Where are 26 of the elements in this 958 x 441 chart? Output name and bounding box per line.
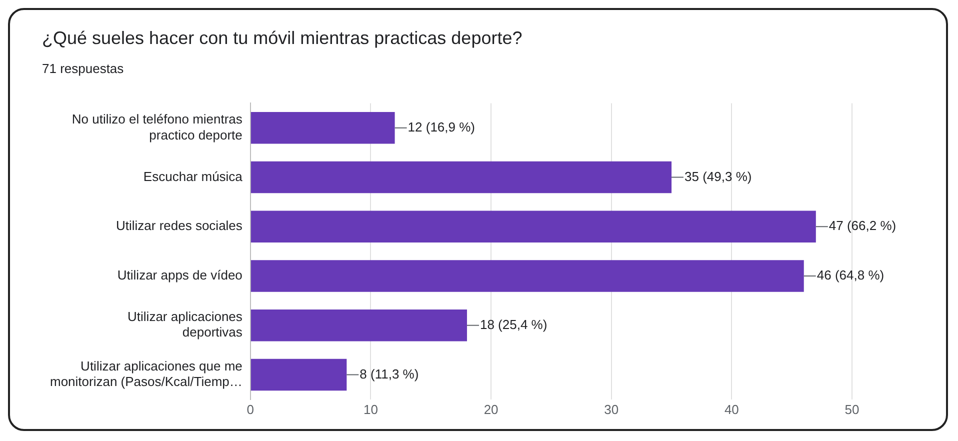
x-tick-label: 30 [604,402,619,417]
bar [250,210,816,243]
bar [250,260,804,292]
x-tick-label: 50 [844,402,860,417]
data-label: 12 (16,9 %) [408,119,475,134]
y-tick-label: No utilizo el teléfono mientras practico deporte [72,112,243,142]
y-tick-label: Utilizar apps de vídeo [117,268,242,283]
x-tick-label: 40 [724,402,739,417]
bar [250,112,395,144]
data-label: 46 (64,8 %) [816,268,884,283]
y-tick-label: Utilizar aplicaciones deportivas [128,309,243,340]
y-tick-label: Utilizar aplicaciones que me monitorizan (Pasos/Kcal/Tiemp… [50,358,242,390]
bar [250,358,347,391]
data-label: 18 (25,4 %) [480,316,548,332]
x-tick-label: 0 [246,402,254,417]
data-label: 8 (11,3 %) [360,366,419,382]
chart-title: ¿Qué sueles hacer con tu móvil mientras practicas deporte? [42,28,522,48]
x-tick-label: 20 [484,402,498,417]
y-tick-label: Utilizar redes sociales [116,218,243,234]
data-label: 35 (49,3 %) [684,168,752,184]
bar [250,309,467,342]
y-tick-label: Escuchar música [143,168,244,184]
text: 71 respuestas [42,60,124,76]
bar [250,161,672,194]
data-label: 47 (66,2 %) [828,218,896,234]
x-tick-label: 10 [364,402,378,417]
